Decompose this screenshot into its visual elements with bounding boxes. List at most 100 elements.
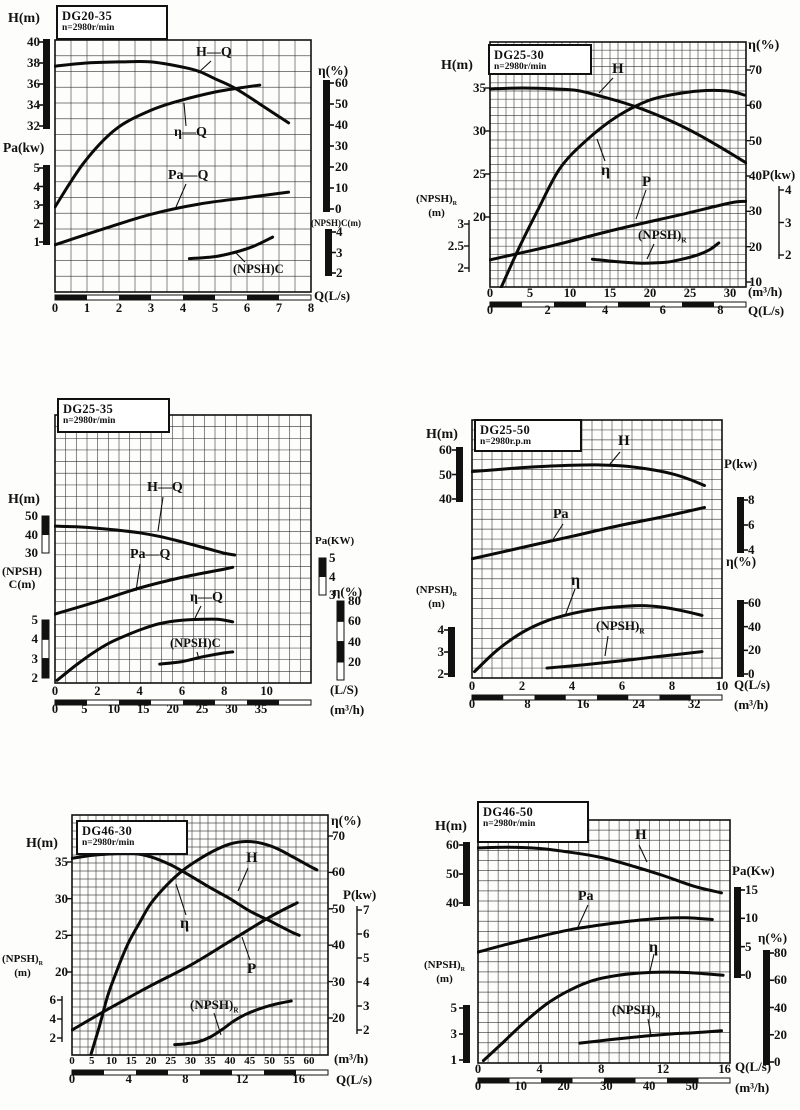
curve-label-leader-NPSH-R <box>647 1018 652 1036</box>
axis-tick-label-npsh: 5 <box>450 1000 458 1015</box>
x-axis-unit-label: (m³/h) <box>334 1051 369 1066</box>
chart-model-title: DG25-30 <box>494 48 545 62</box>
label-text: H <box>635 827 647 843</box>
curve-label-NPSH-R: (NPSH)R <box>596 619 645 636</box>
curve-label-leader-H-Q <box>197 60 212 74</box>
x-tick-label: 16 <box>576 697 590 711</box>
axis-bar-segment <box>318 557 327 577</box>
axis-tick-label-H: 40 <box>446 895 459 910</box>
x-axis-unit-label: Q(L/s) <box>314 288 351 303</box>
x-tick-label: 30 <box>185 1055 197 1067</box>
x-tick-label: 60 <box>303 1055 315 1067</box>
axis-tick-label-P: 6 <box>363 926 370 941</box>
axis-tick-label-Pa: 10 <box>745 910 758 926</box>
chart-title-box: DG25-50 n=2980r.p.m <box>474 419 582 452</box>
curve-label-eta-Q: η—Q <box>190 590 223 606</box>
curve-label-Pa-Q: Pa—Q <box>130 547 170 563</box>
label-text: H—Q <box>196 45 232 60</box>
x-scale-bar-segment <box>136 1070 168 1075</box>
x-axis-unit-label: Q(L/s) <box>735 1059 772 1074</box>
label-text: H(m) <box>441 58 473 73</box>
label-text: Pa—Q <box>168 168 209 183</box>
x-tick-label: 4 <box>125 1072 132 1086</box>
label-line: Pa(kw) <box>3 140 44 156</box>
label-text: (m) <box>14 966 31 979</box>
x-scale-bar-segment <box>247 700 279 705</box>
curve-label-leader-Pa <box>551 523 564 542</box>
curve-label-NPSH-C: (NPSH)C <box>170 636 221 650</box>
axis-tick-label-eta: 0 <box>335 201 342 216</box>
x-scale-bar-segment <box>597 695 629 700</box>
x-tick-label: 8 <box>668 679 676 693</box>
label-line: (NPSH)C <box>170 636 221 650</box>
axis-tick-label-eta: 50 <box>749 132 762 148</box>
x-tick-label: 15 <box>603 286 617 300</box>
axis-bar-segment <box>336 600 345 622</box>
axis-tick-label-H: 36 <box>27 76 40 91</box>
label-line: Pa(Kw) <box>732 863 775 878</box>
axis-tick-label-H: 25 <box>473 166 486 181</box>
x-tick-label: 0 <box>68 1072 76 1086</box>
axis-tick-label-Pa: 1 <box>33 234 41 249</box>
x-tick-label: 6 <box>243 301 251 315</box>
label-line: (NPSH)R <box>596 619 645 636</box>
axis-tick-label-eta: 20 <box>774 1026 787 1042</box>
axis-bar-segment <box>336 620 345 643</box>
curve-label-leader-eta <box>649 953 655 972</box>
axis-tick-label-Pa: 0 <box>745 967 752 982</box>
x-tick-label: 8 <box>524 697 531 711</box>
label-line: η <box>601 162 610 180</box>
axis-tick-label-eta: 60 <box>774 972 787 988</box>
axis-tick-label-H: 50 <box>25 508 38 523</box>
axis-tick-label-H: 20 <box>55 964 68 979</box>
label-line: (m) <box>416 598 457 611</box>
x-axis-unit-label: Q(L/s) <box>734 677 771 692</box>
axis-tick-label-H: 40 <box>25 526 38 542</box>
axis-tick-label-P: 4 <box>748 542 755 557</box>
axis-tick-label-eta: 40 <box>774 999 787 1015</box>
axis-tick-label-eta: 40 <box>748 618 761 634</box>
x-tick-label: 0 <box>468 679 476 693</box>
x-tick-label: 2 <box>115 301 123 315</box>
axis-tick-label-H: 30 <box>25 545 38 560</box>
subscript-text: R <box>639 627 645 636</box>
axis-tick-label-eta: 10 <box>749 274 762 289</box>
x-tick-label: 8 <box>307 301 315 315</box>
label-text: H <box>246 850 258 866</box>
x-tick-label: 2 <box>544 303 551 317</box>
axis-bar-segment <box>41 534 50 554</box>
x-tick-label: 30 <box>600 1079 613 1093</box>
curve-H-Q <box>54 524 237 557</box>
label-line: η(%) <box>748 38 779 53</box>
axis-label-npsh: (NPSH)R (m) <box>2 953 43 980</box>
curve-label-leader-NPSH-C <box>235 252 246 263</box>
axis-tick-label-H: 60 <box>446 837 459 852</box>
chart-model-title: DG25-50 <box>480 423 531 437</box>
label-line: H <box>246 850 258 867</box>
label-line: η(%) <box>333 584 362 599</box>
label-text: Pa <box>578 889 594 904</box>
x-tick-label: 25 <box>165 1055 177 1067</box>
chart-title-box: DG20-35 n=2980r/min <box>56 5 168 40</box>
axis-tick-label-Pa: 15 <box>745 882 758 897</box>
label-line: P(kw) <box>724 456 757 471</box>
label-line: (NPSH) <box>2 565 42 578</box>
axis-tick-label-npsh: 2 <box>336 265 343 280</box>
axis-tick-label-eta: 30 <box>332 973 345 989</box>
curve-eta-Q <box>54 83 262 209</box>
axis-tick-label-npsh: 3 <box>437 644 445 659</box>
x-axis-unit-label: Q(L/s) <box>748 303 785 318</box>
axis-tick-label-npsh: 2 <box>457 260 465 275</box>
axis-tick-label-eta: 80 <box>774 945 787 960</box>
x-tick-label: 5 <box>89 1055 95 1067</box>
axis-tick-label-eta: 40 <box>335 117 348 132</box>
label-line: η(%) <box>331 813 361 829</box>
axis-tick-label-eta: 10 <box>335 180 348 195</box>
label-text: (NPSH) <box>416 193 453 205</box>
curve-label-H: H <box>635 827 647 844</box>
label-line: C(m) <box>2 577 42 591</box>
x-tick-label: 4 <box>602 303 609 317</box>
x-tick-label: 0 <box>474 1079 482 1093</box>
x-tick-label: 40 <box>224 1055 236 1067</box>
axis-label-eta: η(%) <box>318 63 348 79</box>
